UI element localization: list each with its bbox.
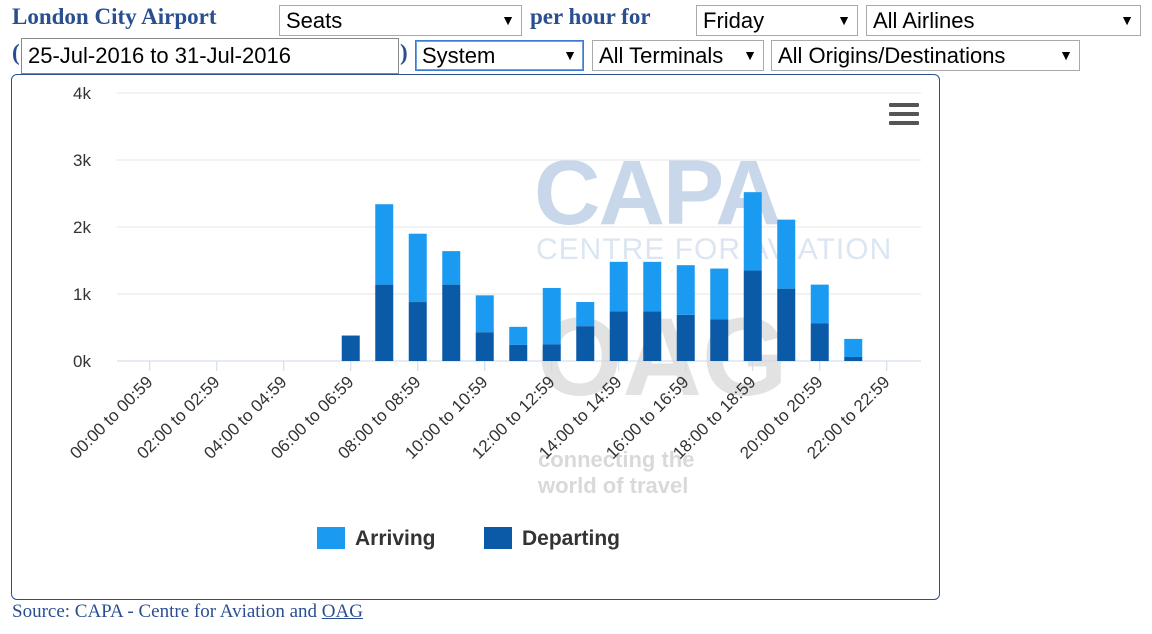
metric-select[interactable]: Seats ▼ [279,5,522,36]
origin-select[interactable]: All Origins/Destinations ▼ [771,40,1080,71]
day-select-value: Friday [703,8,765,33]
y-tick-label: 4k [73,84,91,103]
bar-arriving [743,192,762,271]
source-text: Source: CAPA - Centre for Aviation and [12,601,322,622]
bar-arriving [509,326,528,345]
chevron-down-icon: ▼ [1059,47,1073,63]
close-paren: ) [400,40,408,65]
y-tick-label: 1k [73,285,91,304]
bar-arriving [576,302,595,327]
y-tick-label: 2k [73,218,91,237]
bar-arriving [542,287,561,345]
capa-watermark: CAPA [534,142,782,244]
legend-label-departing: Departing [522,527,621,550]
chart-container: CAPA CENTRE FOR AVIATION OAG connecting … [11,74,940,600]
legend-label-arriving: Arriving [355,527,436,550]
bar-arriving [643,261,662,312]
bar-arriving [442,251,461,285]
legend-swatch-departing [484,527,512,549]
bar-departing [576,326,595,361]
bar-departing [844,356,863,361]
bar-arriving [609,261,628,312]
chevron-down-icon: ▼ [501,12,515,28]
capa-watermark-subtitle: CENTRE FOR AVIATION [536,233,893,266]
bar-departing [810,323,829,361]
oag-link[interactable]: OAG [321,601,363,622]
terminal-select[interactable]: All Terminals ▼ [592,40,764,71]
airline-select-value: All Airlines [873,8,975,33]
metric-select-value: Seats [286,8,343,33]
bar-arriving [710,268,729,320]
bar-departing [609,311,628,361]
chevron-down-icon: ▼ [743,47,757,63]
bar-arriving [844,338,863,357]
date-range-input[interactable]: 25-Jul-2016 to 31-Jul-2016 [21,38,399,74]
bar-departing [509,344,528,361]
origin-select-value: All Origins/Destinations [778,43,1006,68]
legend-item-departing[interactable]: Departing [484,527,620,551]
system-select-value: System [422,43,496,68]
legend-item-arriving[interactable]: Arriving [317,527,436,551]
day-select[interactable]: Friday ▼ [696,5,858,36]
chevron-down-icon: ▼ [1120,12,1134,28]
bar-departing [676,314,695,361]
system-select[interactable]: System ▼ [415,40,584,71]
airport-title: London City Airport [12,4,217,29]
bar-departing [542,344,561,361]
bar-departing [475,332,494,361]
bar-departing [341,335,360,361]
chart-menu-icon[interactable] [889,103,919,130]
bar-arriving [810,284,829,324]
chevron-down-icon: ▼ [837,12,851,28]
y-tick-label: 3k [73,151,91,170]
bar-arriving [375,204,394,285]
bar-departing [408,302,427,361]
bar-departing [710,319,729,361]
legend-swatch-arriving [317,527,345,549]
bar-arriving [408,233,427,303]
bar-arriving [777,219,796,289]
bar-departing [442,284,461,361]
oag-tagline-line-1: connecting the [538,447,695,472]
source-note: Source: CAPA - Centre for Aviation and O… [12,601,363,623]
airline-select[interactable]: All Airlines ▼ [866,5,1141,36]
bar-departing [643,311,662,361]
y-tick-label: 0k [73,352,91,371]
bar-departing [743,270,762,361]
chevron-down-icon: ▼ [563,47,577,63]
bar-arriving [676,265,695,315]
terminal-select-value: All Terminals [599,43,724,68]
bar-arriving [475,295,494,333]
bar-departing [375,284,394,361]
open-paren: ( [12,40,20,65]
oag-tagline-line-2: world of travel [538,473,689,498]
per-hour-label: per hour for [530,4,651,29]
oag-watermark-subtitle: connecting the world of travel [538,447,694,499]
bar-departing [777,288,796,361]
